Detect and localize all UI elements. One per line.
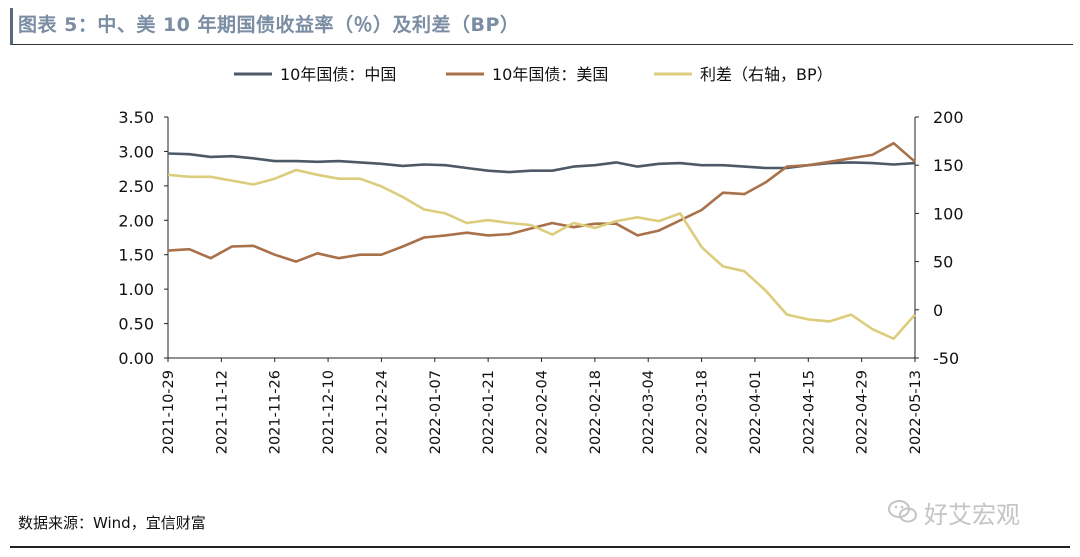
x-tick-label: 2022-02-18 [588, 370, 604, 454]
title-frame [10, 8, 1073, 45]
x-tick-label: 2022-01-21 [481, 370, 497, 454]
legend-label-1: 10年国债：中国 [280, 65, 396, 84]
series-line-3 [167, 168, 916, 341]
legend-label-2: 10年国债：美国 [492, 65, 608, 84]
x-tick-label: 2022-04-01 [748, 370, 764, 454]
line-chart: 10年国债：中国 10年国债：美国 利差（右轴，BP） 0.00 0.50 1.00 1.… [118, 65, 963, 454]
series-line-1 [167, 152, 916, 174]
x-tick-label: 2021-11-12 [214, 370, 230, 454]
left-tick-label: 1.50 [118, 246, 154, 265]
chart-title: 图表 5：中、美 10 年期国债收益率（％）及利差（BP） [18, 14, 520, 36]
x-tick-label: 2022-04-29 [855, 370, 871, 454]
x-tick-label: 2021-10-29 [161, 370, 177, 454]
series-line-2 [167, 141, 916, 263]
x-tick-label: 2022-02-04 [535, 370, 551, 454]
watermark-text: 好艾宏观 [924, 500, 1020, 529]
series-lines [167, 141, 916, 341]
axes: 0.00 0.50 1.00 1.50 2.00 2.50 3.00 3.50 -50 0 50 10… [118, 108, 963, 454]
x-tick-label: 2022-04-15 [801, 370, 817, 454]
right-tick-label: 100 [933, 204, 964, 223]
x-tick-label: 2021-11-26 [268, 370, 284, 454]
wechat-icon [888, 500, 917, 523]
left-tick-label: 3.00 [118, 142, 154, 161]
x-tick-label: 2022-03-18 [695, 370, 711, 454]
x-tick-label: 2021-12-24 [374, 370, 390, 454]
left-tick-label: 2.00 [118, 211, 154, 230]
x-tick-label: 2022-05-13 [908, 370, 924, 454]
left-tick-label: 2.50 [118, 177, 154, 196]
left-tick-label: 1.00 [118, 280, 154, 299]
left-tick-label: 3.50 [118, 108, 154, 127]
source-note: 数据来源：Wind，宜信财富 [18, 514, 206, 532]
legend: 10年国债：中国 10年国债：美国 利差（右轴，BP） [234, 65, 833, 84]
right-tick-label: 150 [933, 156, 964, 175]
left-tick-label: 0.00 [118, 349, 154, 368]
right-tick-label: 0 [933, 301, 943, 320]
x-tick-label: 2022-01-07 [428, 370, 444, 454]
right-tick-label: 50 [933, 253, 953, 272]
right-tick-label: 200 [933, 108, 964, 127]
x-tick-label: 2022-03-04 [641, 370, 657, 454]
legend-label-3: 利差（右轴，BP） [700, 65, 833, 84]
x-tick-label: 2021-12-10 [321, 370, 337, 454]
watermark: 好艾宏观 [888, 494, 1058, 530]
right-tick-label: -50 [933, 349, 959, 368]
bottom-rule [10, 546, 1070, 548]
left-tick-label: 0.50 [118, 315, 154, 334]
